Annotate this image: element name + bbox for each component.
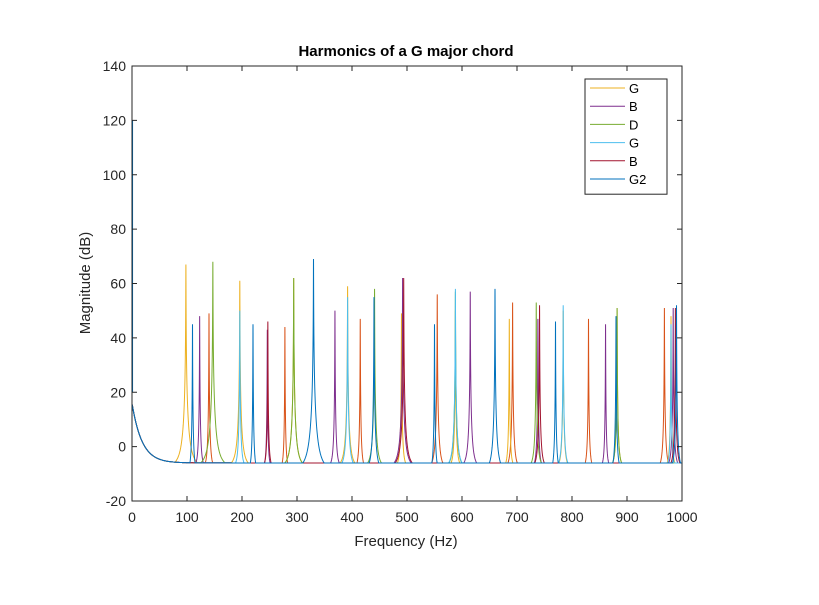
y-tick-label: 80 xyxy=(110,221,126,237)
y-tick-label: 20 xyxy=(110,384,126,400)
x-tick-label: 1000 xyxy=(666,509,697,525)
x-axis-label: Frequency (Hz) xyxy=(354,533,457,550)
legend-label: B xyxy=(629,154,638,169)
x-tick-label: 300 xyxy=(285,509,309,525)
y-tick-label: 0 xyxy=(118,439,126,455)
legend-box xyxy=(584,78,668,195)
x-tick-label: 500 xyxy=(395,509,419,525)
legend-label: D xyxy=(629,117,638,132)
x-tick-label: 600 xyxy=(450,509,474,525)
legend-label: G xyxy=(629,81,639,96)
chart-title: Harmonics of a G major chord xyxy=(298,43,513,60)
y-tick-label: 40 xyxy=(110,330,126,346)
x-tick-label: 400 xyxy=(340,509,364,525)
legend-label: G2 xyxy=(629,172,646,187)
x-tick-label: 100 xyxy=(175,509,199,525)
x-tick-label: 900 xyxy=(615,509,639,525)
y-tick-label: 100 xyxy=(103,167,127,183)
legend-label: B xyxy=(629,99,638,114)
x-tick-label: 200 xyxy=(230,509,254,525)
series-line-6 xyxy=(132,259,682,464)
y-tick-label: -20 xyxy=(106,493,126,509)
y-tick-label: 140 xyxy=(103,58,127,74)
x-tick-label: 0 xyxy=(128,509,136,525)
x-tick-label: 700 xyxy=(505,509,529,525)
series-group xyxy=(132,120,682,464)
y-axis-label: Magnitude (dB) xyxy=(77,232,94,335)
x-tick-label: 800 xyxy=(560,509,584,525)
legend-label: G xyxy=(629,136,639,151)
y-tick-label: 120 xyxy=(103,112,127,128)
y-tick-label: 60 xyxy=(110,276,126,292)
